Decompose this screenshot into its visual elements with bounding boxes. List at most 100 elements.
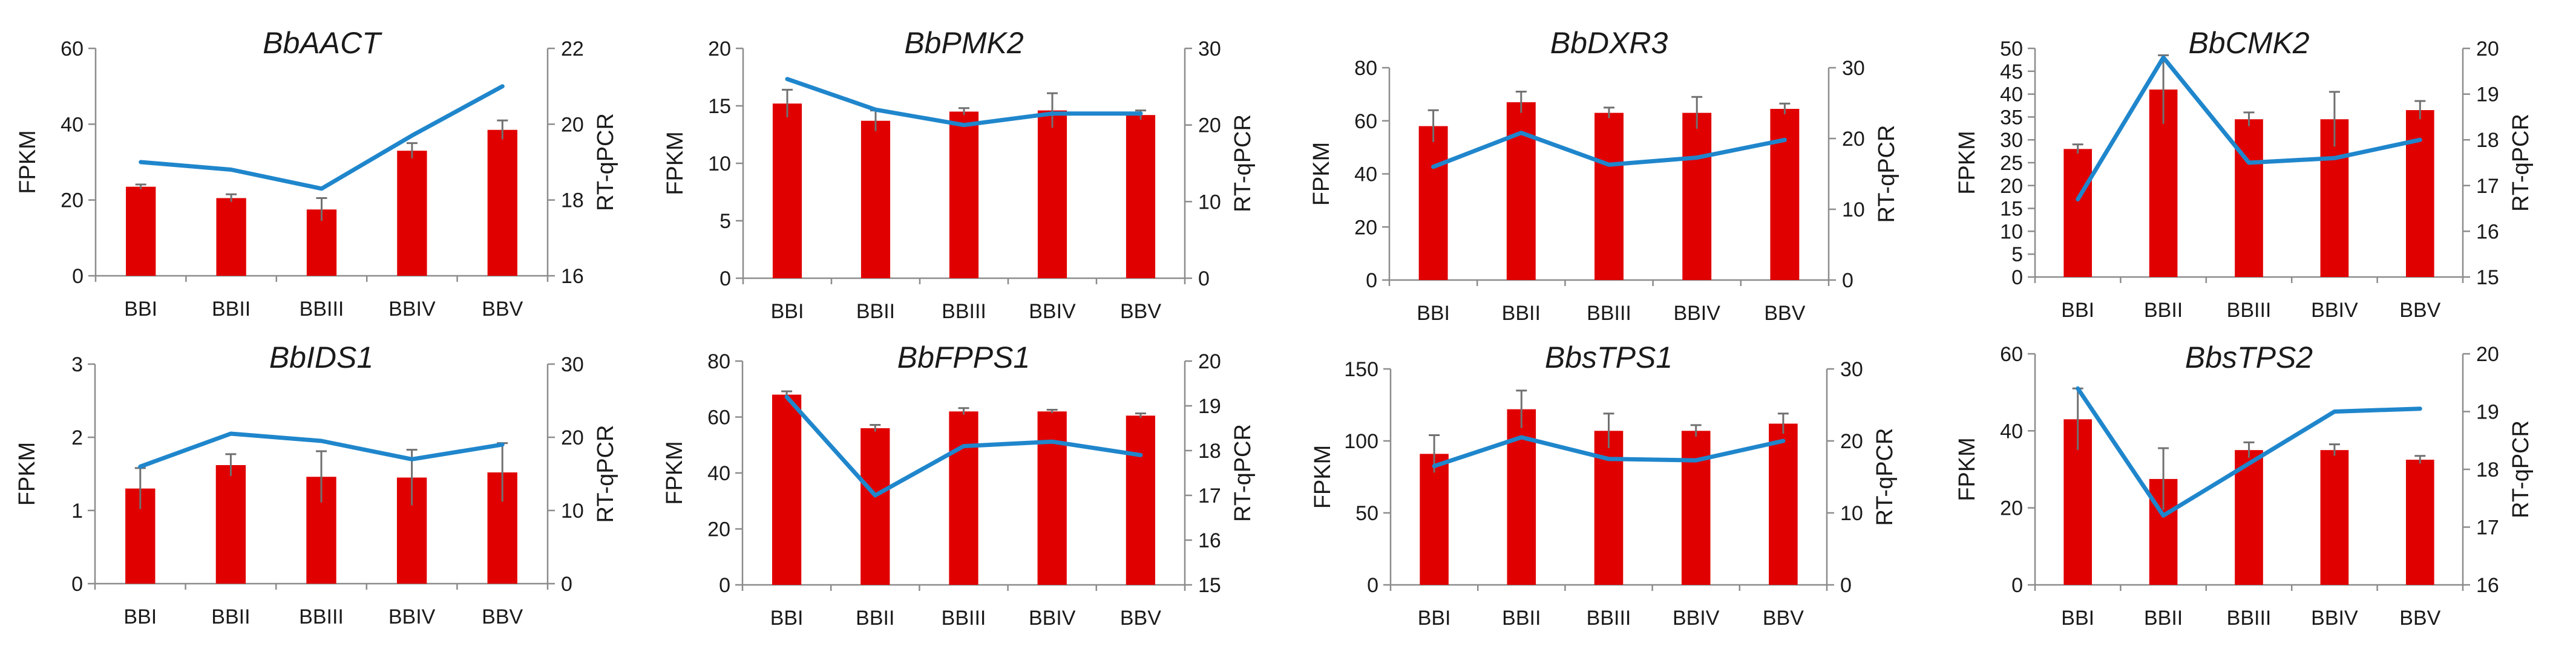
y2-tick-label: 20	[561, 113, 584, 136]
y-tick-label: 50	[2000, 37, 2023, 60]
error-bar-bbiv	[1046, 408, 1058, 414]
y-tick-label: 80	[1354, 57, 1377, 80]
error-bar-bbiv	[1691, 96, 1703, 129]
bar-bbv	[2405, 110, 2434, 277]
chart-title: BbAACT	[263, 26, 382, 60]
y-tick-label: 40	[2000, 83, 2023, 106]
chart-title: BbCMK2	[2188, 26, 2309, 60]
y-tick-label: 80	[707, 350, 730, 373]
bar-bbii	[860, 428, 890, 585]
x-category-label: BBII	[856, 300, 895, 323]
rt-qpcr-line	[785, 77, 1143, 128]
bar-bbiv	[1037, 110, 1067, 278]
y-tick-label: 40	[1354, 163, 1377, 186]
x-category-label: BBII	[212, 298, 251, 321]
rt-qpcr-line	[139, 84, 505, 191]
y2-tick-label: 19	[2476, 401, 2499, 424]
x-category-label: BBIV	[388, 298, 436, 321]
y-tick-label: 15	[2000, 198, 2023, 221]
error-bar-bbiv	[406, 142, 418, 158]
x-category-label: BBII	[1502, 302, 1541, 325]
x-category-label: BBV	[2399, 299, 2440, 322]
bar-bbiii	[2235, 119, 2263, 277]
y2-tick-label: 0	[1840, 574, 1852, 597]
error-bar-bbv	[497, 119, 508, 140]
y-tick-label: 20	[708, 37, 731, 60]
x-category-label: BBIII	[2227, 299, 2272, 322]
chart-panel-bbstps1: 0 50 100 150 0 10 20 30 BBI BBII BBIII BBIV BBV FPKM R…	[1310, 341, 1898, 630]
y2-tick-label: 16	[1198, 529, 1221, 552]
y2-tick-label: 20	[1840, 430, 1863, 453]
bar-bbiii	[949, 411, 978, 585]
x-category-label: BBIII	[942, 300, 986, 323]
x-category-label: BBIV	[388, 605, 436, 628]
y2-tick-label: 0	[1198, 267, 1210, 290]
rt-qpcr-line	[1432, 435, 1786, 469]
x-category-label: BBIII	[2227, 607, 2272, 630]
y-tick-label: 50	[1355, 502, 1378, 525]
y2-tick-label: 15	[1198, 574, 1221, 597]
bar-bbv	[1770, 109, 1800, 280]
y-tick-label: 60	[2000, 343, 2023, 366]
error-bar-bbi	[2072, 143, 2083, 154]
x-category-label: BBII	[211, 605, 250, 628]
y-tick-label: 60	[61, 37, 84, 60]
x-category-label: BBIV	[2311, 299, 2358, 322]
chart-title: BbDXR3	[1550, 26, 1668, 60]
y-tick-label: 45	[2000, 60, 2023, 83]
chart-panel-bbdxr3: 0 20 40 60 80 0 10 20 30 BBI BBII BBIII BBIV BBV FPKM R…	[1309, 26, 1899, 325]
y2-tick-label: 15	[2476, 266, 2499, 289]
y2-tick-label: 19	[1198, 395, 1221, 418]
x-category-label: BBIV	[1673, 302, 1720, 325]
y2-tick-label: 17	[2476, 175, 2499, 198]
bar-bbv	[1769, 423, 1798, 585]
bar-bbiv	[2320, 450, 2349, 585]
chart-panel-bbpmk2: 0 5 10 15 20 0 10 20 30 BBI BBII BBIII BBIV BBV FPKM RT…	[663, 26, 1256, 323]
bar-bbi	[1418, 126, 1448, 280]
x-category-label: BBI	[771, 300, 804, 323]
y-tick-label: 0	[2011, 266, 2023, 289]
y2-tick-label: 18	[1198, 440, 1221, 463]
y2-tick-label: 0	[561, 573, 572, 596]
bar-bbiv	[1682, 112, 1712, 280]
y2-tick-label: 22	[561, 37, 584, 60]
bar-bbv	[1126, 115, 1156, 278]
y-tick-label: 150	[1344, 358, 1378, 381]
error-bar-bbii	[226, 193, 237, 202]
y2-axis-title: RT-qPCR	[1872, 428, 1898, 526]
bar-bbiv	[1037, 411, 1067, 585]
y-tick-label: 60	[707, 406, 730, 429]
y-tick-label: 40	[707, 462, 730, 485]
bar-bbi	[772, 394, 802, 585]
x-category-label: BBIII	[942, 607, 986, 630]
y-tick-label: 0	[719, 267, 731, 290]
y-tick-label: 0	[2011, 574, 2023, 597]
chart-panel-bbfpps1: 0 20 40 60 80 15 16 17 18 19 20 BBI BBII BBIII BBIV BBV…	[662, 341, 1256, 630]
y-axis-title: FPKM	[1309, 142, 1334, 206]
y2-tick-label: 20	[1198, 350, 1221, 373]
y2-axis-title: RT-qPCR	[2508, 114, 2534, 212]
y-tick-label: 40	[2000, 420, 2023, 443]
error-bar-bbiv	[1690, 424, 1702, 437]
error-bar-bbiv	[2329, 443, 2340, 456]
rt-qpcr-line	[138, 431, 505, 469]
error-bar-bbii	[2158, 447, 2169, 510]
x-category-label: BBI	[1417, 302, 1450, 325]
bar-bbii	[860, 120, 891, 278]
y2-tick-label: 20	[2476, 343, 2499, 366]
y-tick-label: 5	[719, 210, 731, 233]
y-tick-label: 20	[707, 518, 730, 541]
y-tick-label: 0	[71, 573, 83, 596]
x-category-label: BBI	[1418, 607, 1451, 630]
error-bar-bbii	[2158, 54, 2169, 124]
y-tick-label: 15	[708, 95, 731, 118]
bar-bbi	[2063, 149, 2093, 277]
chart-title: BbsTPS2	[2185, 341, 2313, 374]
y2-tick-label: 0	[1842, 269, 1853, 292]
y-tick-label: 2	[71, 426, 83, 449]
x-category-label: BBIV	[1029, 607, 1076, 630]
error-bar-bbiii	[1604, 106, 1614, 119]
y2-tick-label: 18	[2476, 129, 2499, 152]
y2-tick-label: 17	[1198, 484, 1221, 507]
